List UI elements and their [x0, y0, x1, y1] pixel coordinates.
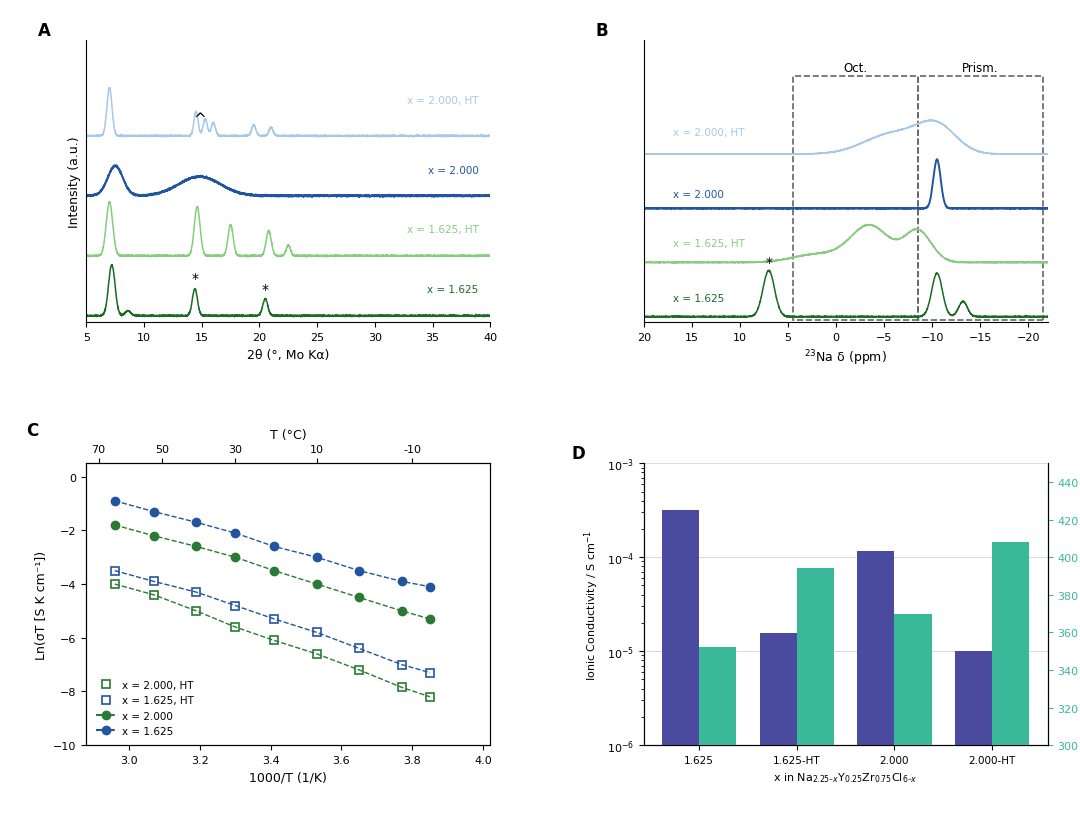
X-axis label: $^{23}$Na δ (ppm): $^{23}$Na δ (ppm) — [805, 348, 887, 368]
Bar — [759, 633, 797, 828]
Text: *: * — [766, 256, 772, 270]
Text: x = 2.000, HT: x = 2.000, HT — [407, 96, 478, 106]
Bar — [894, 614, 932, 828]
Text: A: A — [38, 22, 51, 40]
Text: x = 2.000: x = 2.000 — [673, 190, 724, 200]
Y-axis label: Ionic Conductivity / S cm$^{-1}$: Ionic Conductivity / S cm$^{-1}$ — [582, 529, 602, 680]
Text: x = 2.000, HT: x = 2.000, HT — [673, 128, 744, 138]
Y-axis label: Intensity (a.u.): Intensity (a.u.) — [68, 137, 81, 228]
Text: ^: ^ — [193, 113, 206, 128]
Bar — [793, 77, 918, 320]
X-axis label: x in Na$_{2.25–x}$Y$_{0.25}$Zr$_{0.75}$Cl$_{6–x}$: x in Na$_{2.25–x}$Y$_{0.25}$Zr$_{0.75}$C… — [773, 770, 918, 784]
Text: B: B — [595, 22, 608, 40]
Bar — [797, 569, 834, 828]
Text: *: * — [261, 282, 269, 296]
Bar — [955, 652, 993, 828]
Text: *: * — [191, 272, 199, 286]
Text: x = 1.625: x = 1.625 — [428, 284, 478, 294]
Text: x = 1.625, HT: x = 1.625, HT — [407, 224, 478, 234]
X-axis label: T (°C): T (°C) — [270, 428, 307, 441]
Text: C: C — [26, 421, 38, 440]
Bar — [699, 647, 737, 828]
Text: D: D — [571, 444, 584, 462]
Text: x = 2.000: x = 2.000 — [428, 166, 478, 176]
Bar — [858, 551, 894, 828]
Text: x = 1.625: x = 1.625 — [673, 293, 724, 303]
Text: Oct.: Oct. — [843, 62, 867, 75]
Bar — [993, 542, 1029, 828]
Text: Prism.: Prism. — [962, 62, 999, 75]
X-axis label: 2θ (°, Mo Kα): 2θ (°, Mo Kα) — [247, 348, 329, 361]
Y-axis label: Ln(σT [S K cm⁻¹]): Ln(σT [S K cm⁻¹]) — [35, 550, 48, 659]
Bar — [662, 510, 699, 828]
Bar — [918, 77, 1043, 320]
X-axis label: 1000/T (1/K): 1000/T (1/K) — [249, 770, 327, 783]
Legend: x = 2.000, HT, x = 1.625, HT, x = 2.000, x = 1.625: x = 2.000, HT, x = 1.625, HT, x = 2.000,… — [92, 676, 198, 740]
Text: x = 1.625, HT: x = 1.625, HT — [673, 239, 744, 249]
